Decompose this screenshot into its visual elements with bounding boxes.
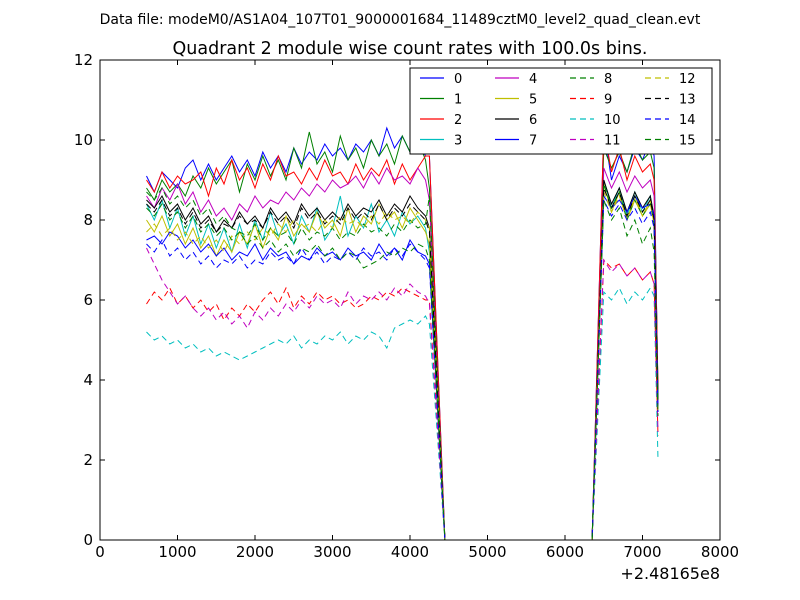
chart-suptitle: Data file: modeM0/AS1A04_107T01_90000016… <box>100 12 701 28</box>
series-line-13 <box>146 187 659 541</box>
series-line-14 <box>146 199 659 541</box>
series-line-5 <box>146 183 659 541</box>
legend-label-8: 8 <box>604 72 612 87</box>
legend-label-9: 9 <box>604 93 612 108</box>
x-offset-label: +2.48165e8 <box>620 564 720 583</box>
y-tick-label: 2 <box>83 451 93 469</box>
legend-label-2: 2 <box>454 113 462 128</box>
x-tick-label: 1000 <box>158 543 196 561</box>
y-tick-label: 0 <box>83 531 93 549</box>
legend-label-4: 4 <box>529 72 537 87</box>
y-tick-label: 4 <box>83 371 93 389</box>
x-tick-label: 0 <box>95 543 105 561</box>
series-line-12 <box>146 191 659 541</box>
legend-label-6: 6 <box>529 113 537 128</box>
series-line-15 <box>146 199 659 541</box>
legend-label-1: 1 <box>454 93 462 108</box>
legend-label-7: 7 <box>529 134 537 149</box>
chart-title: Quadrant 2 module wise count rates with … <box>173 39 648 59</box>
axes-layer: 0 1000 2000 3000 4000 5000 6000 7000 80000246810… <box>74 51 739 561</box>
series-line-0 <box>146 126 659 541</box>
y-tick-label: 8 <box>83 211 93 229</box>
legend-box <box>409 67 713 155</box>
series-line-11 <box>146 247 659 541</box>
x-tick-label: 3000 <box>313 543 351 561</box>
legend-label-14: 14 <box>679 113 696 128</box>
series-line-3 <box>146 179 659 541</box>
y-tick-label: 10 <box>74 131 93 149</box>
x-tick-label: 6000 <box>546 543 584 561</box>
x-tick-label: 2000 <box>236 543 274 561</box>
legend-label-5: 5 <box>529 93 537 108</box>
x-tick-label: 4000 <box>391 543 429 561</box>
series-line-8 <box>146 183 659 541</box>
series-line-10 <box>146 286 659 541</box>
series-line-7 <box>146 194 659 541</box>
legend-label-0: 0 <box>454 72 462 87</box>
legend-label-11: 11 <box>604 134 621 149</box>
series-line-2 <box>146 127 659 541</box>
legend-label-13: 13 <box>679 93 696 108</box>
series-line-6 <box>146 179 659 541</box>
legend-label-12: 12 <box>679 72 696 87</box>
x-tick-label: 5000 <box>468 543 506 561</box>
x-tick-label: 7000 <box>623 543 661 561</box>
y-tick-label: 12 <box>74 51 93 69</box>
series-layer <box>146 126 659 541</box>
series-line-4 <box>146 166 659 541</box>
y-tick-label: 6 <box>83 291 93 309</box>
x-tick-label: 8000 <box>701 543 739 561</box>
legend-label-3: 3 <box>454 134 462 149</box>
legend-label-15: 15 <box>679 134 696 149</box>
series-line-9 <box>146 258 659 541</box>
legend-label-10: 10 <box>604 113 621 128</box>
series-line-1 <box>146 131 659 541</box>
